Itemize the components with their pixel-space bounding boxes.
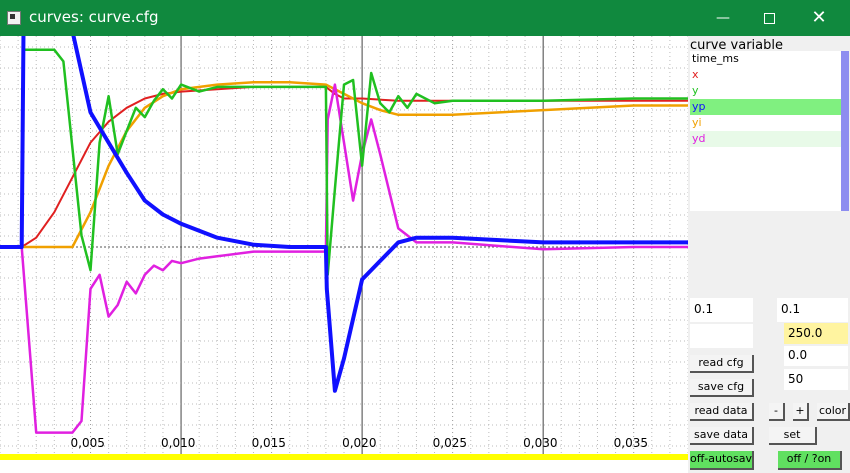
off-on-toggle[interactable]: off / ?on xyxy=(778,451,842,470)
list-item-y[interactable]: y xyxy=(690,83,841,99)
app-icon xyxy=(7,11,21,25)
series-line-yp xyxy=(0,36,688,393)
set-button[interactable]: set xyxy=(769,427,817,445)
curve-variable-list[interactable]: time_ms x y yp yi yd xyxy=(690,51,841,211)
color-button[interactable]: color xyxy=(817,403,850,421)
plot-grid xyxy=(0,36,688,454)
scale-right-input[interactable]: 0.1 xyxy=(777,298,848,322)
minimize-button[interactable]: — xyxy=(716,10,730,26)
x-tick-label: 0,015 xyxy=(251,436,286,450)
list-item-yp[interactable]: yp xyxy=(690,99,841,115)
list-item-time-ms[interactable]: time_ms xyxy=(690,51,841,67)
plot-curves xyxy=(0,36,688,434)
list-item-label: x xyxy=(692,68,699,81)
list-scrollbar[interactable] xyxy=(841,51,849,211)
x-tick-label: 0,010 xyxy=(161,436,196,450)
list-item-label: y xyxy=(692,84,699,97)
list-item-label: yi xyxy=(692,116,702,129)
x-tick-label: 0,005 xyxy=(70,436,105,450)
series-line-x xyxy=(0,85,688,248)
x-tick-label: 0,020 xyxy=(342,436,377,450)
list-item-label: yp xyxy=(692,100,706,113)
x-tick-label: 0,035 xyxy=(613,436,649,450)
count-input[interactable]: 50 xyxy=(784,369,848,390)
list-item-x[interactable]: x xyxy=(690,67,841,83)
window-title: curves: curve.cfg xyxy=(29,8,159,26)
x-tick-label: 0,030 xyxy=(523,436,558,450)
series-line-y xyxy=(0,48,688,277)
scale-left-input[interactable]: 0.1 xyxy=(690,298,753,322)
offset-input[interactable]: 0.0 xyxy=(784,346,848,366)
plus-button[interactable]: + xyxy=(793,403,809,421)
minus-button[interactable]: - xyxy=(769,403,785,421)
curve-plot[interactable] xyxy=(0,36,688,454)
autosave-toggle[interactable]: off-autosave xyxy=(690,451,754,470)
list-item-yd[interactable]: yd xyxy=(690,131,841,147)
curve-variable-header: curve variable xyxy=(690,38,783,53)
read-data-button[interactable]: read data xyxy=(690,403,754,421)
title-bar: curves: curve.cfg — ✕ xyxy=(0,0,850,36)
read-cfg-button[interactable]: read cfg xyxy=(690,355,754,373)
maximize-icon xyxy=(763,12,775,24)
empty-input[interactable] xyxy=(690,324,753,348)
save-data-button[interactable]: save data xyxy=(690,427,754,445)
value-input-highlighted[interactable]: 250.0 xyxy=(784,323,848,344)
close-button[interactable]: ✕ xyxy=(811,7,827,28)
save-cfg-button[interactable]: save cfg xyxy=(690,379,754,397)
list-item-label: yd xyxy=(692,132,706,145)
list-item-label: time_ms xyxy=(692,52,739,65)
series-line-yd xyxy=(0,83,688,434)
x-tick-label: 0,025 xyxy=(432,436,467,450)
maximize-button[interactable] xyxy=(746,0,792,36)
status-bar xyxy=(0,454,688,460)
list-item-yi[interactable]: yi xyxy=(690,115,841,131)
